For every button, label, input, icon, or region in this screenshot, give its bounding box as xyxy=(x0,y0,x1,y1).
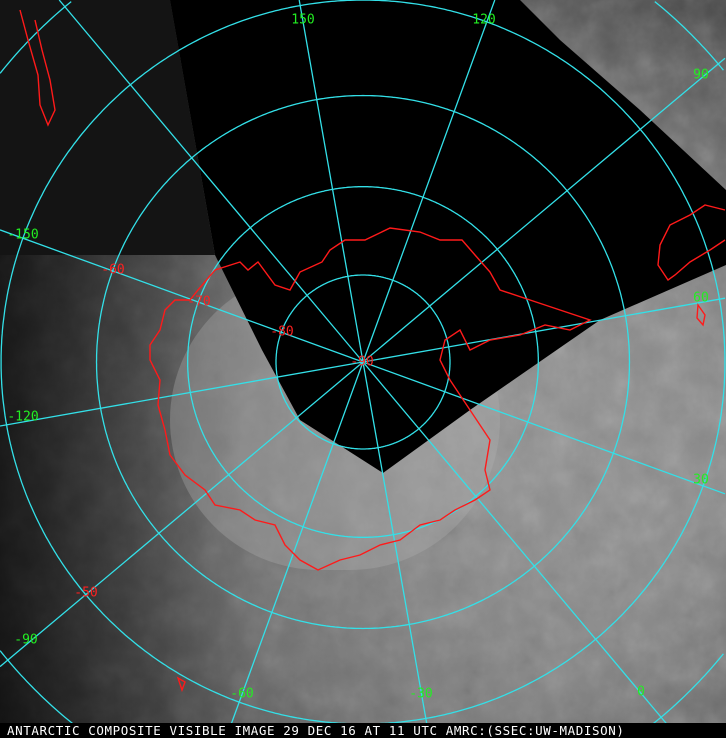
meridian-line xyxy=(0,361,364,427)
south-america-coastline xyxy=(657,204,726,281)
meridian-line xyxy=(362,0,496,363)
island-coastline xyxy=(176,676,186,693)
meridian-line xyxy=(0,229,364,363)
longitude-label: 0 xyxy=(637,684,645,700)
coastline xyxy=(19,9,726,693)
meridian-line xyxy=(0,361,364,668)
latitude-label: -70 xyxy=(187,294,211,310)
top-left-dark-imagery xyxy=(0,0,215,255)
latitude-label: -50 xyxy=(74,585,98,601)
meridian-line xyxy=(362,361,430,738)
new-zealand-coastline xyxy=(19,9,56,127)
longitude-label: -90 xyxy=(14,632,38,648)
longitude-label: 90 xyxy=(693,67,709,83)
meridian-line xyxy=(362,361,726,495)
no-data-region xyxy=(170,0,726,473)
longitude-label: 150 xyxy=(291,12,315,28)
meridian-line xyxy=(225,361,364,738)
longitude-label: -120 xyxy=(7,409,39,425)
longitude-label: 60 xyxy=(693,290,709,306)
latitude-label: -90 xyxy=(350,354,374,370)
longitude-label: 30 xyxy=(693,472,709,488)
latitude-circle xyxy=(275,274,451,450)
meridian-line xyxy=(58,0,364,363)
longitude-label: -30 xyxy=(409,686,433,702)
island-coastline xyxy=(696,302,706,327)
latitude-label: -60 xyxy=(101,262,125,278)
latitude-circle xyxy=(95,94,631,630)
longitude-label: 120 xyxy=(472,12,496,28)
longitude-label: -60 xyxy=(230,686,254,702)
antarctica-coastline xyxy=(149,227,592,571)
meridian-line xyxy=(362,57,726,363)
meridian-line xyxy=(362,297,726,363)
latitude-circle xyxy=(187,186,539,538)
meridian-line xyxy=(362,361,679,738)
image-caption: ANTARCTIC COMPOSITE VISIBLE IMAGE 29 DEC… xyxy=(0,723,726,738)
latitude-label: -80 xyxy=(270,324,294,340)
longitude-label: -150 xyxy=(7,227,39,243)
meridian-line xyxy=(298,0,364,363)
